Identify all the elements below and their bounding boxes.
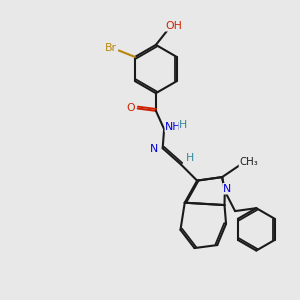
Text: H: H [179,120,188,130]
Text: CH₃: CH₃ [239,158,258,167]
Text: N: N [150,144,158,154]
Text: H: H [186,153,194,163]
Text: NH: NH [165,122,182,132]
Text: N: N [223,184,231,194]
Text: O: O [127,103,136,113]
Text: OH: OH [165,21,182,31]
Text: Br: Br [105,43,117,52]
